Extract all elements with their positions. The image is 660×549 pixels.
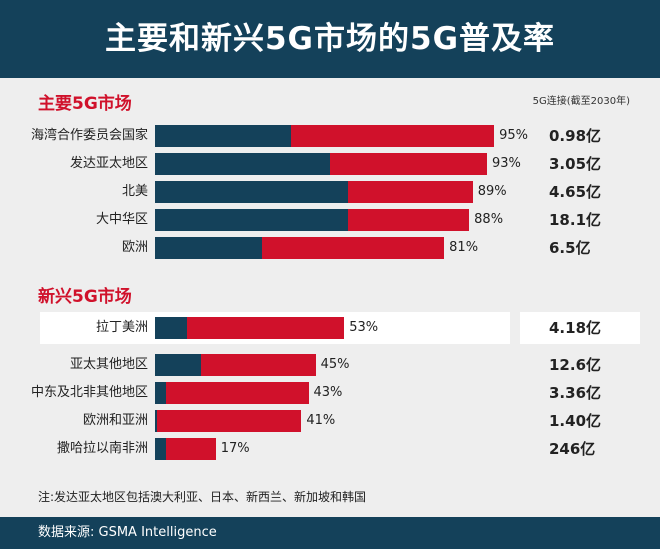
value-label: 43% (313, 385, 343, 400)
row-label: 亚太其他地区 (69, 357, 148, 372)
connections-value: 3.05亿 (549, 155, 602, 173)
row-label: 大中华区 (95, 212, 148, 227)
connections-value: 4.65亿 (549, 183, 602, 201)
header-banner (0, 0, 660, 78)
row-label: 中东及北非其他地区 (30, 385, 148, 400)
section-title-major: 主要5G市场 (38, 94, 132, 114)
connections-value: 4.18亿 (549, 319, 602, 337)
connections-value: 12.6亿 (549, 356, 602, 374)
footnote: 注:发达亚太地区包括澳大利亚、日本、新西兰、新加坡和韩国 (38, 490, 367, 504)
bar-segment-dark (155, 181, 348, 203)
section-title-emerging: 新兴5G市场 (38, 287, 132, 307)
value-label: 81% (449, 240, 479, 255)
value-label: 95% (499, 128, 529, 143)
row-label: 海湾合作委员会国家 (30, 128, 148, 143)
highlight-value-bg (520, 312, 640, 344)
bar-penetration (155, 382, 309, 404)
row-label: 拉丁美洲 (95, 320, 148, 335)
bar-penetration (155, 438, 216, 460)
value-label: 93% (492, 156, 521, 171)
connections-value: 6.5亿 (549, 239, 591, 257)
footer-banner (0, 517, 660, 549)
row-label: 撒哈拉以南非洲 (56, 441, 148, 456)
bar-segment-dark (155, 125, 291, 147)
bar-segment-dark (155, 237, 263, 259)
bar-segment-dark (155, 317, 188, 339)
source-text: 数据来源: GSMA Intelligence (38, 525, 217, 540)
row-label: 欧洲 (121, 240, 148, 255)
connections-value: 3.36亿 (549, 384, 602, 402)
value-label: 45% (320, 357, 350, 372)
value-label: 53% (349, 320, 379, 335)
bar-segment-dark (155, 209, 348, 231)
connections-header: 5G连接(截至2030年) (532, 96, 630, 107)
value-label: 89% (477, 184, 507, 199)
chart-title: 主要和新兴5G市场的5G普及率 (104, 21, 556, 57)
connections-value: 246亿 (549, 440, 596, 458)
bar-segment-dark (155, 410, 157, 432)
value-label: 41% (306, 413, 336, 428)
bar-segment-dark (155, 354, 202, 376)
value-label: 88% (474, 212, 504, 227)
connections-value: 18.1亿 (549, 211, 602, 229)
bar-segment-dark (155, 438, 166, 460)
value-label: 17% (220, 441, 250, 456)
bar-segment-dark (155, 153, 330, 175)
row-label: 北美 (121, 184, 148, 199)
row-label: 欧洲和亚洲 (82, 413, 148, 428)
bar-segment-dark (155, 382, 166, 404)
row-label: 发达亚太地区 (69, 156, 148, 171)
connections-value: 0.98亿 (549, 127, 602, 145)
connections-value: 1.40亿 (549, 412, 602, 430)
bar-penetration (155, 410, 302, 432)
bar-penetration (155, 317, 345, 339)
